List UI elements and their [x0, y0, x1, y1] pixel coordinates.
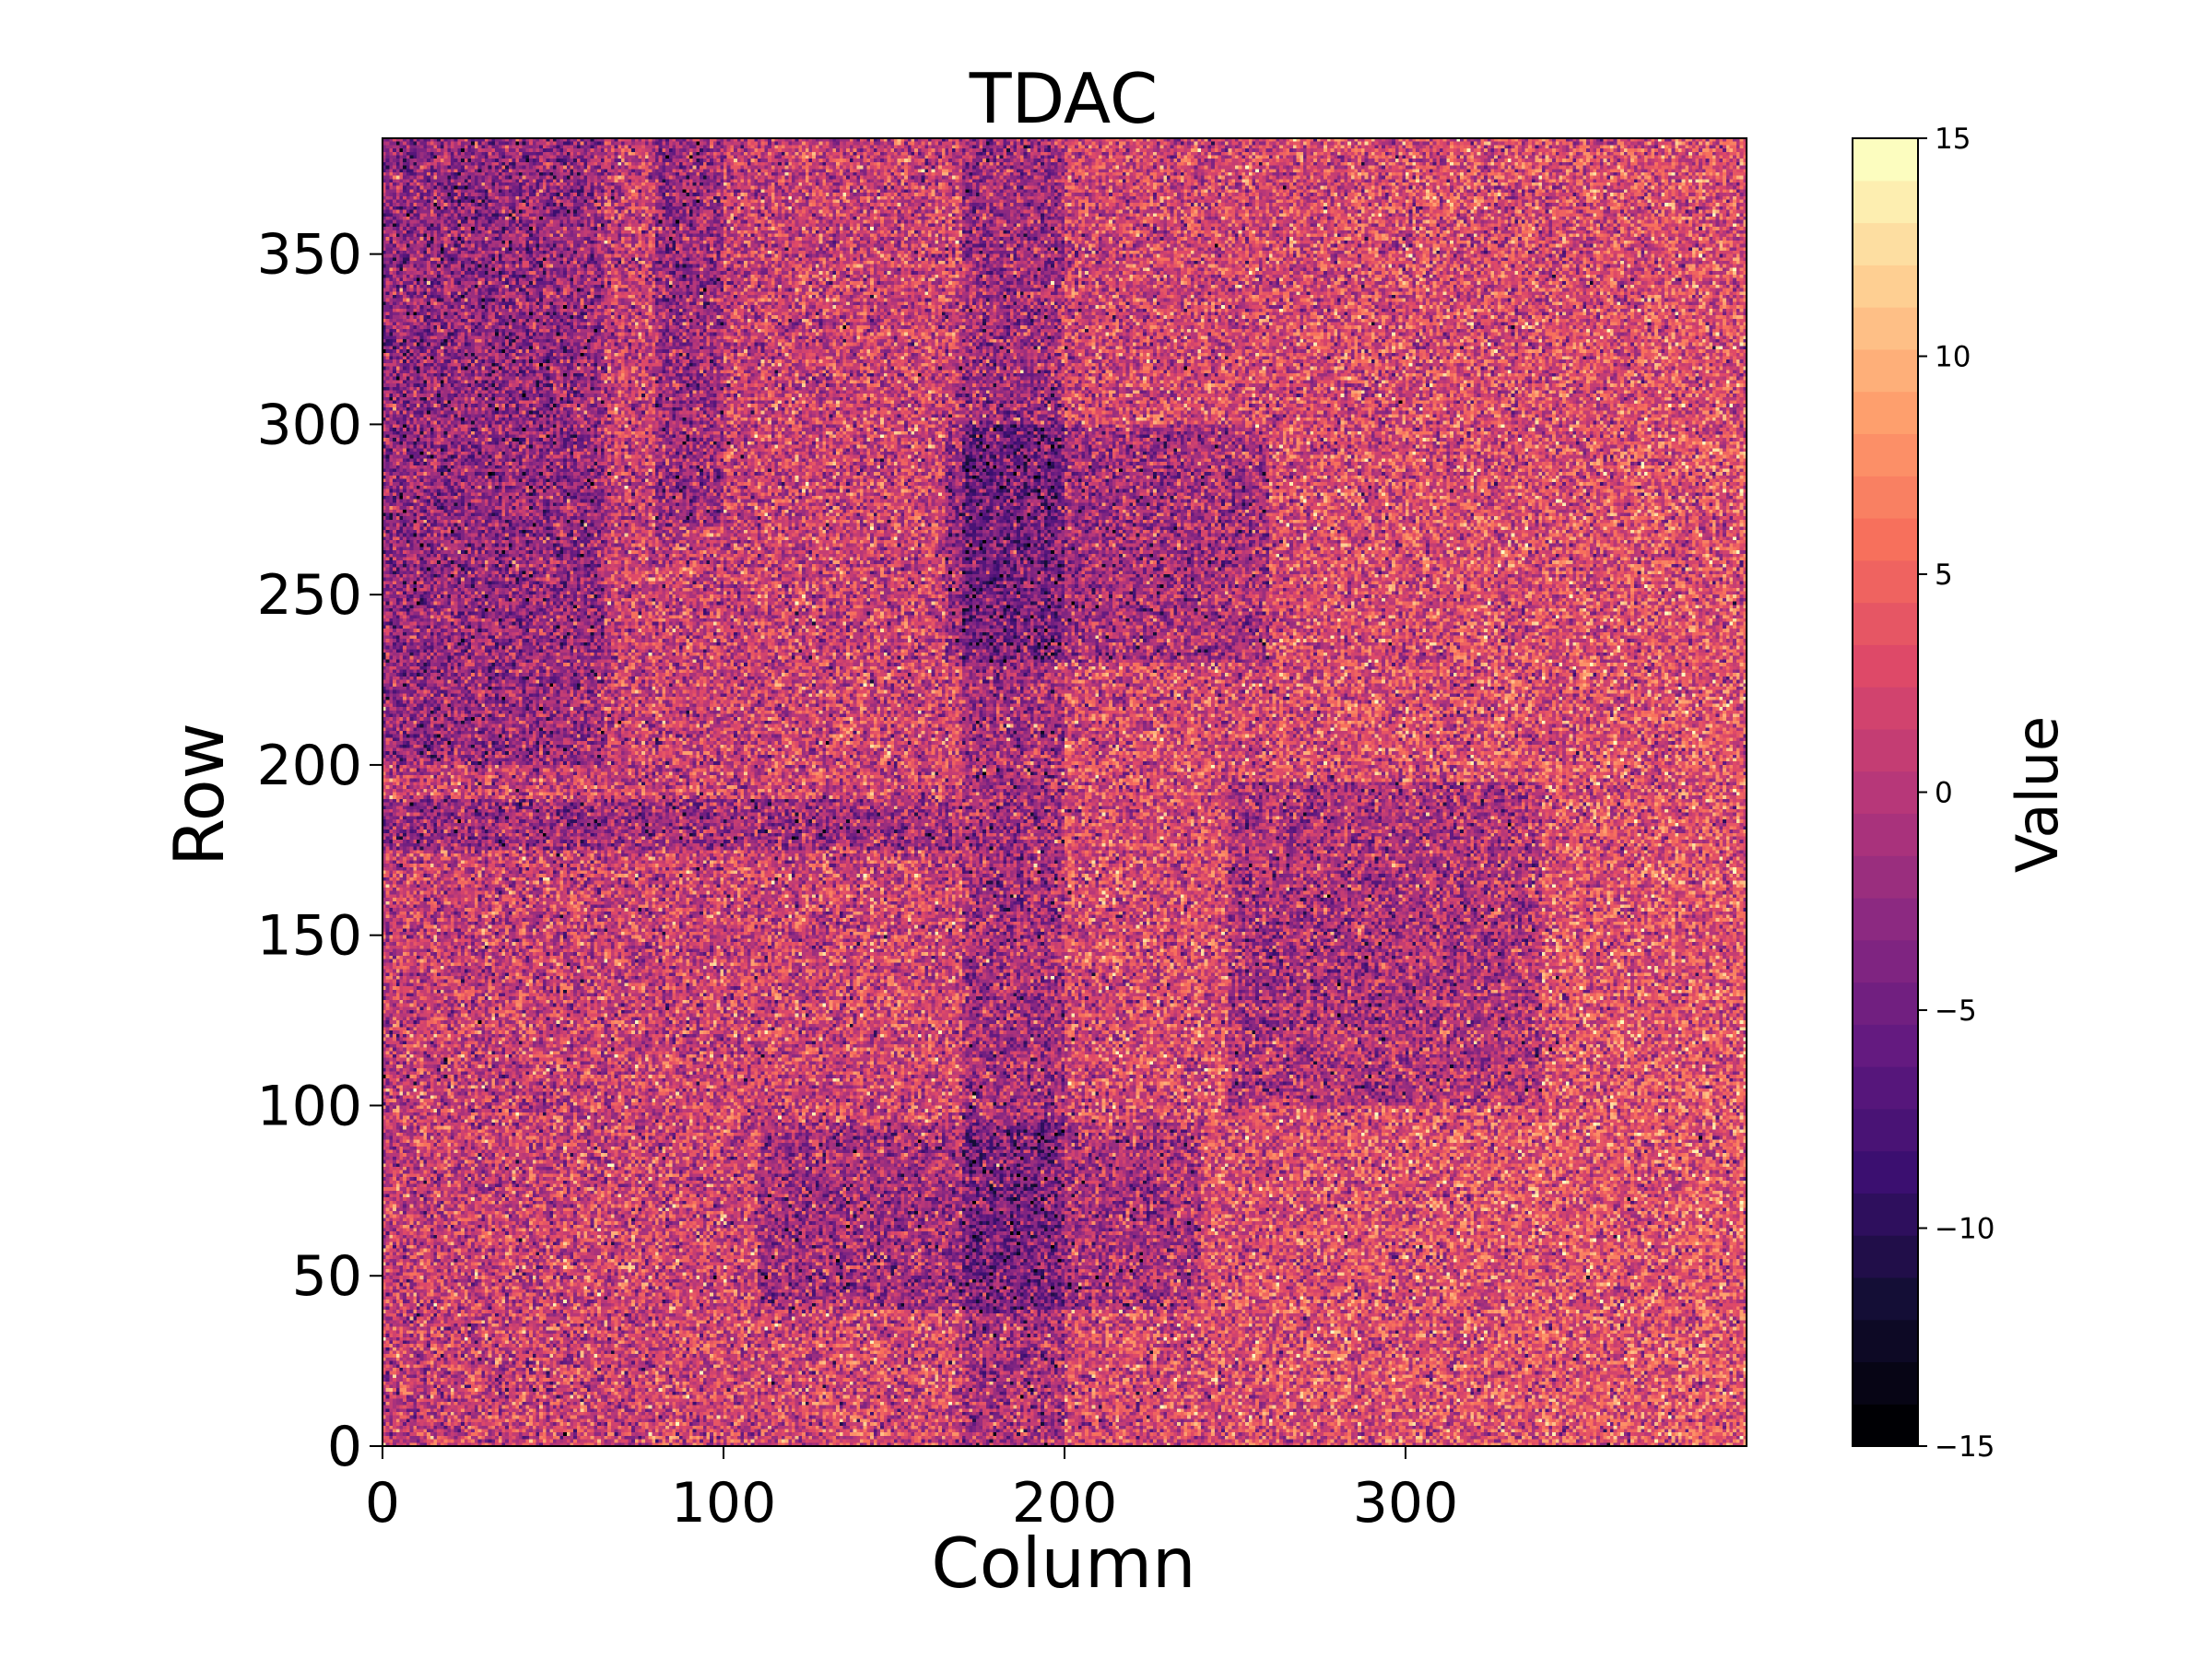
colorbar-segment: [1853, 771, 1918, 814]
y-axis-label: Row: [159, 723, 240, 866]
colorbar-segment: [1853, 939, 1918, 983]
colorbar-segment: [1853, 391, 1918, 435]
colorbar-segment: [1853, 644, 1918, 688]
x-tick-label: 200: [1012, 1471, 1118, 1535]
colorbar-segment: [1853, 1150, 1918, 1194]
colorbar: [1853, 138, 1918, 1447]
chart-title: TDAC: [969, 58, 1159, 139]
colorbar-segment: [1853, 687, 1918, 730]
colorbar-segment: [1853, 1235, 1918, 1278]
x-axis-label: Column: [931, 1523, 1195, 1604]
colorbar-segment: [1853, 602, 1918, 645]
colorbar-segment: [1853, 1024, 1918, 1067]
colorbar-segment: [1853, 813, 1918, 856]
colorbar-tick-label: 0: [1935, 777, 1953, 810]
y-tick-label: 100: [256, 1074, 362, 1138]
y-tick-label: 250: [256, 563, 362, 628]
colorbar-segment: [1853, 348, 1918, 393]
colorbar-segment: [1853, 1361, 1918, 1405]
heatmap-image: [382, 138, 1747, 1446]
y-tick-label: 150: [256, 904, 362, 969]
colorbar-segment: [1853, 1404, 1918, 1447]
colorbar-segment: [1853, 982, 1918, 1025]
colorbar-segment: [1853, 1108, 1918, 1152]
y-tick-label: 0: [327, 1415, 362, 1479]
colorbar-tick-label: −10: [1935, 1213, 1994, 1246]
colorbar-ticks: −15 −10 −5 0 5 10 15: [1918, 123, 1994, 1464]
colorbar-segment: [1853, 559, 1918, 604]
y-tick-label: 350: [256, 223, 362, 288]
colorbar-segment: [1853, 138, 1918, 182]
colorbar-segment: [1853, 307, 1918, 350]
colorbar-tick-label: −5: [1935, 994, 1977, 1028]
colorbar-segment: [1853, 265, 1918, 308]
colorbar-segment: [1853, 180, 1918, 224]
y-tick-label: 50: [292, 1244, 362, 1309]
colorbar-segment: [1853, 897, 1918, 941]
y-axis-ticks: 0 50 100 150 200 250 300 350: [256, 223, 382, 1479]
colorbar-segment: [1853, 1319, 1918, 1363]
y-tick-label: 200: [256, 734, 362, 798]
colorbar-segment: [1853, 476, 1918, 519]
colorbar-segment: [1853, 433, 1918, 477]
colorbar-tick-label: −15: [1935, 1430, 1994, 1464]
colorbar-label: Value: [2004, 716, 2071, 873]
colorbar-segment: [1853, 1277, 1918, 1321]
colorbar-tick-label: 10: [1935, 341, 1971, 374]
colorbar-tick-label: 5: [1935, 559, 1953, 592]
colorbar-tick-label: 15: [1935, 123, 1971, 156]
x-axis-ticks: 0 100 200 300: [365, 1446, 1458, 1535]
colorbar-segment: [1853, 1066, 1918, 1110]
colorbar-segment: [1853, 222, 1918, 265]
x-tick-label: 100: [671, 1471, 777, 1535]
x-tick-label: 300: [1353, 1471, 1459, 1535]
x-tick-label: 0: [365, 1471, 400, 1535]
colorbar-segment: [1853, 728, 1918, 772]
y-tick-label: 300: [256, 393, 362, 457]
colorbar-segment: [1853, 855, 1918, 899]
colorbar-segment: [1853, 1193, 1918, 1236]
colorbar-segment: [1853, 517, 1918, 561]
